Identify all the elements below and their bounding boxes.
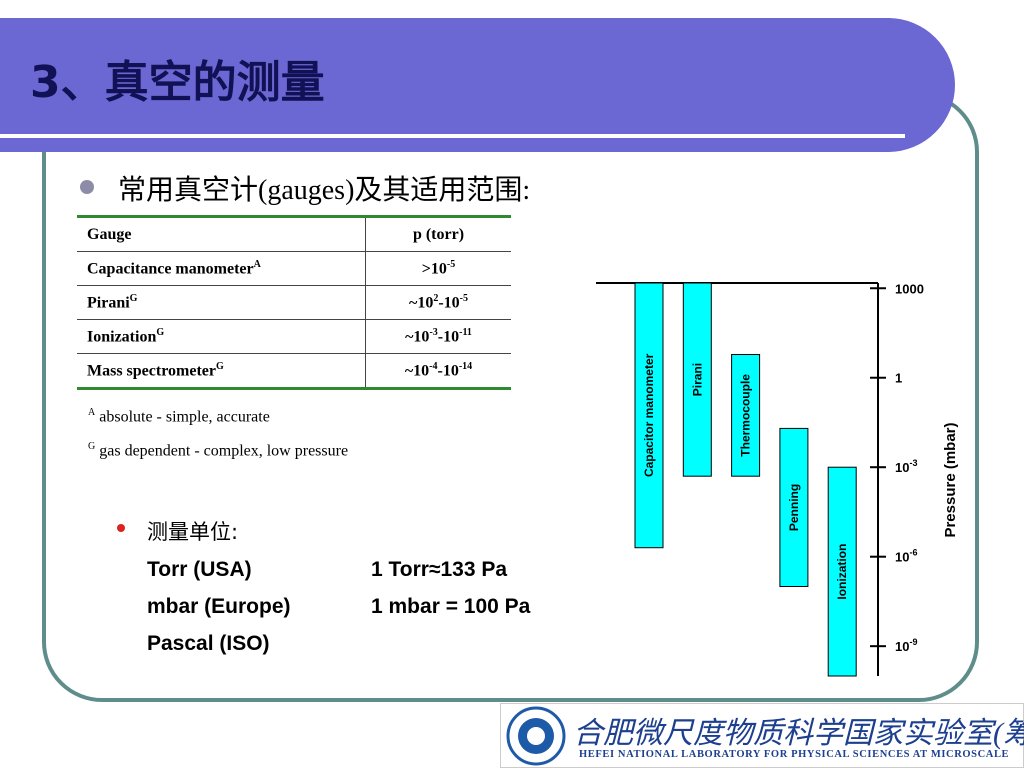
table-row: IonizationG ~10-3-10-11 — [77, 319, 511, 354]
footnote-text: gas dependent - complex, low pressure — [99, 442, 349, 460]
cell-text: >10 — [421, 260, 447, 278]
superscript: -3 — [429, 326, 438, 338]
bar-label: Pirani — [690, 363, 704, 396]
units-cell: 1 mbar = 100 Pa — [371, 595, 531, 618]
superscript: -4 — [429, 360, 438, 372]
base: 10 — [895, 460, 909, 475]
bullet-text: 常用真空计(gauges)及其适用范围: — [118, 175, 531, 206]
bar-label: Penning — [787, 484, 801, 531]
bar-label: Ionization — [835, 544, 849, 600]
units-cell: Pascal (ISO) — [147, 632, 270, 655]
units-cell: Torr (USA) — [147, 558, 252, 581]
base: 10 — [895, 550, 909, 565]
range-bar — [634, 282, 664, 549]
superscript: G — [156, 326, 165, 338]
cell-text: ~10 — [404, 362, 430, 380]
cell-text: ~10 — [409, 294, 434, 312]
cell-text: Capacitance manometer — [87, 260, 254, 278]
units-cell: mbar (Europe) — [147, 595, 291, 618]
range-bar — [731, 354, 761, 477]
units-row: Torr (USA) 1 Torr≈133 Pa — [147, 551, 530, 588]
cell-text: -10 — [438, 294, 460, 312]
y-tick-label: 10-3 — [895, 458, 917, 475]
table-row: PiraniG ~102-10-5 — [77, 285, 511, 320]
y-tick-label: 10-6 — [895, 548, 917, 565]
cell-text: -10 — [437, 328, 460, 346]
exponent: -3 — [909, 458, 917, 468]
superscript: A — [253, 258, 261, 270]
exponent: -6 — [909, 548, 917, 558]
header-cell: p (torr) — [365, 216, 511, 252]
gauge-table: Gauge p (torr) Capacitance manometerA >10-5… — [77, 215, 511, 390]
superscript: G — [215, 360, 224, 372]
units-row: Pascal (ISO) — [147, 625, 530, 662]
footnotes: A absolute - simple, accurate G gas depen… — [88, 398, 348, 467]
table-cell: IonizationG — [77, 319, 366, 354]
superscript: -5 — [459, 292, 468, 304]
range-bar — [779, 427, 809, 588]
title: 3、真空的测量 — [30, 57, 325, 108]
base: 10 — [895, 639, 909, 654]
footnote-mark: A — [88, 407, 96, 418]
units: 测量单位: Torr (USA) 1 Torr≈133 Pa mbar (Europe… — [147, 514, 530, 662]
range-bar — [682, 282, 712, 477]
superscript: 2 — [433, 292, 439, 304]
cell-text: ~10 — [405, 328, 430, 346]
table-row: Mass spectrometerG ~10-4-10-14 — [77, 353, 511, 389]
superscript: -11 — [459, 326, 472, 338]
cell-text: Pirani — [87, 294, 130, 312]
table-cell: ~10-3-10-11 — [365, 319, 511, 354]
y-tick-label: 1 — [895, 371, 902, 386]
cell-text: Mass spectrometer — [87, 362, 216, 380]
table-cell: PiraniG — [77, 285, 366, 320]
units-cell: 1 Torr≈133 Pa — [371, 558, 508, 581]
bullet — [117, 524, 125, 532]
footer-logo: 合肥微尺度物质科学国家实验室(筹) HEFEI NATIONAL LABORAT… — [500, 703, 1024, 768]
superscript: -14 — [458, 360, 473, 372]
units-row: mbar (Europe) 1 mbar = 100 Pa — [147, 588, 530, 625]
y-tick-label: 1000 — [895, 281, 924, 296]
table-cell: Mass spectrometerG — [77, 353, 366, 389]
bar-label: Capacitor manometer — [642, 353, 656, 477]
y-tick-label: 10-9 — [895, 637, 917, 654]
table-cell: ~102-10-5 — [365, 285, 511, 320]
footnote-text: absolute - simple, accurate — [99, 408, 270, 426]
superscript: G — [129, 292, 138, 304]
footnote-mark: G — [88, 441, 96, 453]
footnote: G gas dependent - complex, low pressure — [88, 432, 348, 466]
bullet — [80, 180, 94, 194]
banner — [0, 18, 955, 152]
y-axis-label: Pressure (mbar) — [942, 422, 959, 537]
footnote: A absolute - simple, accurate — [88, 398, 348, 432]
table-cell: ~10-4-10-14 — [365, 353, 511, 389]
cell-text: -10 — [437, 362, 459, 380]
lab-name-cn: 合肥微尺度物质科学国家实验室(筹) — [573, 717, 1024, 750]
cell-text: Ionization — [87, 328, 157, 346]
banner-line — [0, 134, 905, 138]
superscript: -5 — [446, 258, 456, 270]
lab-name-en: HEFEI NATIONAL LABORATORY FOR PHYSICAL S… — [579, 749, 1010, 760]
units-title: 测量单位: — [147, 520, 239, 544]
logo-icon — [506, 706, 566, 766]
range-bar — [827, 466, 857, 677]
exponent: -9 — [909, 637, 917, 647]
bar-label: Thermocouple — [739, 374, 753, 457]
